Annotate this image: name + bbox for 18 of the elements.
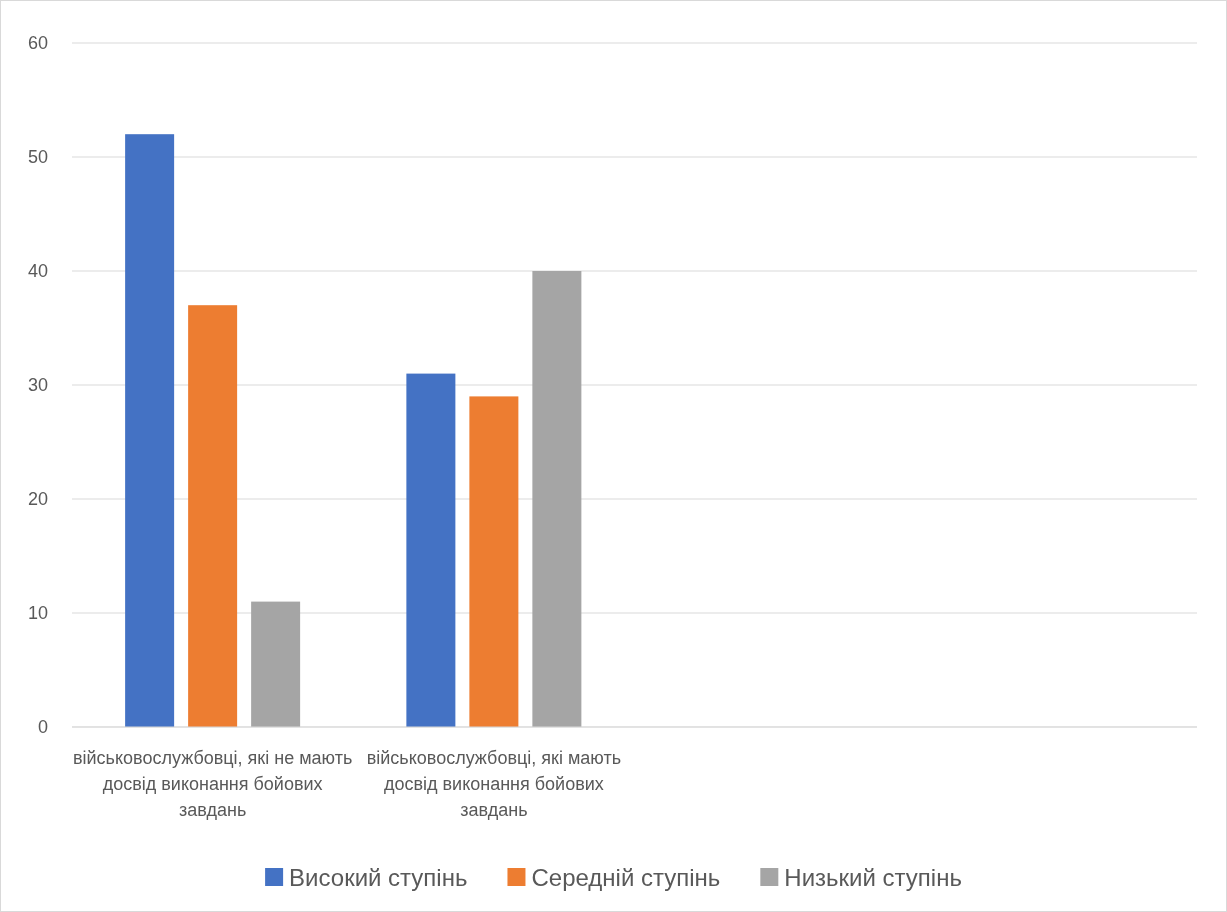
bar bbox=[188, 305, 238, 727]
y-tick-label: 50 bbox=[27, 147, 48, 167]
bar bbox=[125, 134, 175, 727]
legend-label: Низький ступінь bbox=[784, 863, 962, 891]
bar bbox=[469, 396, 519, 727]
y-tick-label: 20 bbox=[27, 489, 48, 509]
bar bbox=[406, 373, 456, 727]
y-tick-label: 30 bbox=[27, 375, 48, 395]
legend-label: Середній ступінь bbox=[531, 863, 721, 891]
bar bbox=[532, 271, 582, 727]
bar bbox=[251, 601, 301, 727]
legend-label: Високий ступінь bbox=[289, 863, 468, 891]
y-tick-label: 10 bbox=[27, 603, 48, 623]
y-tick-label: 40 bbox=[27, 261, 48, 281]
x-tick-label: військовослужбовці, які не мають досвід виконання бойових завдань bbox=[72, 748, 353, 820]
x-tick-label: військовослужбовці, які мають досвід виконання бойових завдань bbox=[366, 748, 622, 820]
y-tick-label: 0 bbox=[37, 717, 48, 737]
y-tick-label: 60 bbox=[27, 33, 48, 53]
